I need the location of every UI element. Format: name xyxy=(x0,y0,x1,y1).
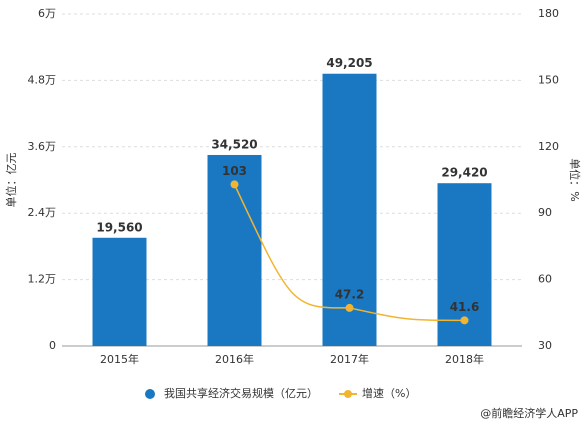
y2-tick-label: 60 xyxy=(538,273,552,286)
y-tick-label: 0 xyxy=(49,339,56,352)
line-value-label: 103 xyxy=(222,164,247,178)
x-tick-label: 2017年 xyxy=(330,352,369,366)
bar-value-label: 34,520 xyxy=(211,137,257,151)
line xyxy=(233,184,465,322)
y-tick-label: 2.4万 xyxy=(28,206,57,219)
y2-tick-label: 90 xyxy=(538,206,552,219)
y2-tick-label: 30 xyxy=(538,339,552,352)
y-tick-label: 6万 xyxy=(38,7,56,20)
y-tick-label: 3.6万 xyxy=(28,140,57,153)
line-marker xyxy=(230,180,239,189)
x-tick-label: 2015年 xyxy=(100,352,139,366)
bar-value-label: 49,205 xyxy=(326,56,372,70)
legend-label: 增速（%） xyxy=(362,386,416,400)
y2-tick-label: 120 xyxy=(538,140,559,153)
bar-value-label: 19,560 xyxy=(96,220,142,234)
legend-swatch xyxy=(344,390,352,398)
bar xyxy=(92,237,147,346)
line-marker xyxy=(460,316,469,325)
y-tick-label: 1.2万 xyxy=(28,273,57,286)
line-marker xyxy=(345,303,354,312)
y-tick-label: 4.8万 xyxy=(28,73,57,86)
y2-tick-label: 180 xyxy=(538,7,559,20)
source: @前瞻经济学人APP xyxy=(480,406,578,420)
line-value-label: 47.2 xyxy=(335,287,365,301)
legend-label: 我国共享经济交易规模（亿元） xyxy=(164,386,318,400)
x-tick-label: 2018年 xyxy=(445,352,484,366)
x-tick-label: 2016年 xyxy=(215,352,254,366)
y2-axis-label: 单位：% xyxy=(568,158,582,201)
legend-swatch xyxy=(145,389,155,399)
line-value-label: 41.6 xyxy=(450,300,480,314)
y2-tick-label: 150 xyxy=(538,73,559,86)
bar xyxy=(322,73,377,346)
bar-value-label: 29,420 xyxy=(441,166,487,180)
y-axis-label: 单位：亿元 xyxy=(4,153,18,208)
